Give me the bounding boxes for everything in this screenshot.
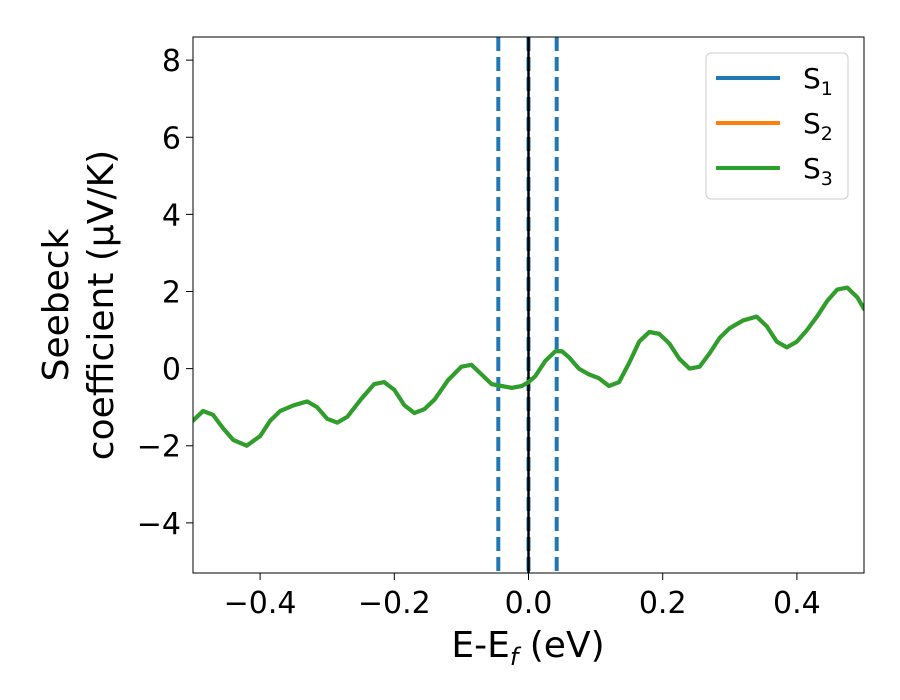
y-axis-label: Seebeck coefficient (μV/K) [36, 150, 122, 460]
x-tick-label: −0.2 [358, 586, 431, 621]
legend-label-S3: S3 [803, 152, 833, 190]
x-tick-label: 0.4 [773, 586, 821, 621]
y-tick-label: 8 [162, 44, 181, 79]
y-tick-label: 0 [162, 353, 181, 388]
y-tick-label: −4 [137, 507, 181, 542]
x-tick-label: 0.0 [505, 586, 553, 621]
vertical-lines [496, 37, 559, 573]
series-line-S3 [193, 285, 864, 448]
legend-label-S1: S1 [803, 62, 833, 100]
legend-label-S2: S2 [803, 107, 833, 145]
x-axis-ticks: −0.4 −0.2 0.0 0.2 0.4 [224, 573, 821, 621]
y-tick-label: 6 [162, 121, 181, 156]
y-axis-ticks: −4 −2 0 2 4 6 8 [137, 44, 193, 542]
y-tick-label: 2 [162, 276, 181, 311]
legend: S1 S2 S3 [705, 52, 849, 200]
y-tick-label: −2 [137, 430, 181, 465]
x-tick-label: −0.4 [224, 586, 297, 621]
legend-box [705, 52, 849, 200]
x-axis-label: E-Ef (eV) [451, 625, 604, 671]
y-axis-label-line1: Seebeck [36, 228, 77, 381]
y-axis-label-line2: coefficient (μV/K) [81, 150, 122, 460]
x-tick-label: 0.2 [639, 586, 687, 621]
y-tick-label: 4 [162, 198, 181, 233]
series-lines [193, 285, 864, 448]
